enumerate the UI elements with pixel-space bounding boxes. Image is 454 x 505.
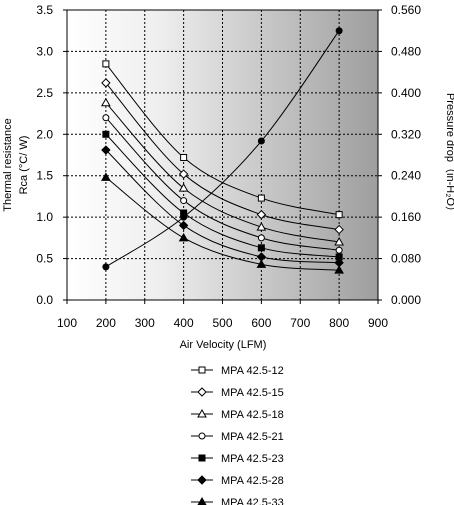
series-group bbox=[101, 97, 344, 246]
legend-item: MPA 42.5-33 bbox=[191, 496, 284, 505]
triangle-marker bbox=[256, 222, 267, 231]
triangle-marker bbox=[334, 265, 344, 274]
y-axis-left-title-line1: Thermal resistance bbox=[2, 118, 14, 212]
triangle-marker bbox=[197, 408, 207, 418]
series-line bbox=[105, 149, 340, 264]
circle-marker bbox=[257, 234, 265, 242]
series-line bbox=[105, 176, 340, 271]
y-axis-right-title: Pressure drop（in-H₂O） bbox=[444, 93, 454, 217]
y-right-tick-label: 0.240 bbox=[391, 169, 421, 183]
legend-label: MPA 42.5-12 bbox=[221, 365, 284, 377]
diamond-marker bbox=[334, 224, 344, 235]
square-marker bbox=[257, 194, 265, 202]
y-left-tick-label: 2.0 bbox=[36, 127, 53, 141]
legend-item: MPA 42.5-21 bbox=[191, 431, 284, 443]
legend-label: MPA 42.5-15 bbox=[221, 387, 284, 399]
circle-marker bbox=[102, 114, 110, 122]
series-group bbox=[102, 114, 343, 254]
diamond-marker bbox=[197, 475, 207, 485]
square-marker bbox=[180, 153, 188, 161]
y-right-tick-label: 0.400 bbox=[391, 86, 421, 100]
series-line bbox=[105, 102, 340, 243]
triangle-marker bbox=[256, 259, 267, 268]
square-marker bbox=[257, 244, 265, 252]
x-tick-label: 500 bbox=[212, 316, 232, 330]
y-right-tick-label: 0.560 bbox=[391, 3, 421, 17]
circle-marker bbox=[180, 213, 188, 221]
legend-label: MPA 42.5-18 bbox=[221, 409, 284, 421]
x-tick-label: 800 bbox=[329, 316, 349, 330]
series-line bbox=[105, 30, 340, 268]
diamond-marker bbox=[101, 145, 111, 155]
circle-marker bbox=[180, 197, 188, 205]
legend: MPA 42.5-12 MPA 42.5-15 MPA 42.5-18 MPA 42.… bbox=[191, 365, 284, 505]
legend-item: MPA 42.5-23 bbox=[191, 453, 284, 465]
diamond-marker bbox=[101, 78, 111, 88]
legend-label: MPA 42.5-33 bbox=[221, 497, 284, 505]
triangle-marker bbox=[178, 232, 189, 242]
legend-item: MPA 42.5-12 bbox=[191, 365, 284, 377]
circle-marker bbox=[335, 246, 343, 254]
y-right-tick-label: 0.480 bbox=[391, 44, 421, 58]
legend-label: MPA 42.5-23 bbox=[221, 453, 284, 465]
y-right-tick-label: 0.080 bbox=[391, 252, 421, 266]
series-group bbox=[102, 60, 343, 219]
y-right-tick-label: 0.160 bbox=[391, 210, 421, 224]
legend-item: MPA 42.5-15 bbox=[191, 387, 284, 399]
y-left-tick-label: 2.5 bbox=[36, 86, 53, 100]
circle-marker bbox=[335, 27, 343, 35]
diamond-marker bbox=[178, 220, 189, 231]
x-tick-label: 700 bbox=[290, 316, 310, 330]
y-left-tick-label: 3.0 bbox=[36, 44, 53, 58]
triangle-marker bbox=[101, 97, 111, 107]
legend-item: MPA 42.5-18 bbox=[191, 408, 284, 421]
circle-marker bbox=[257, 137, 265, 145]
legend-label: MPA 42.5-21 bbox=[221, 431, 284, 443]
x-tick-label: 600 bbox=[251, 316, 271, 330]
x-tick-label: 100 bbox=[57, 316, 77, 330]
y-left-tick-label: 3.5 bbox=[36, 3, 53, 17]
diamond-marker bbox=[256, 209, 267, 220]
y-right-tick-label: 0.000 bbox=[391, 293, 421, 307]
series-group bbox=[102, 27, 343, 271]
series-group bbox=[101, 172, 344, 274]
y-right-tick-label: 0.320 bbox=[391, 127, 421, 141]
x-tick-label: 900 bbox=[368, 316, 388, 330]
square-marker bbox=[335, 211, 343, 219]
square-marker bbox=[102, 130, 110, 138]
triangle-marker bbox=[334, 236, 344, 246]
x-axis-title: Air Velocity (LFM) bbox=[180, 339, 267, 351]
series-line bbox=[105, 82, 340, 231]
y-axis-left-title-line2: Rca (°C/ W) bbox=[18, 136, 30, 195]
triangle-marker bbox=[178, 183, 189, 192]
diamond-marker bbox=[178, 169, 189, 179]
triangle-marker bbox=[101, 172, 111, 181]
circle-marker bbox=[198, 432, 206, 440]
diamond-marker bbox=[197, 387, 207, 397]
series-layer bbox=[101, 27, 344, 274]
series-line bbox=[105, 63, 340, 216]
x-tick-label: 300 bbox=[135, 316, 155, 330]
series-line bbox=[105, 133, 340, 258]
triangle-marker bbox=[197, 496, 207, 505]
y-left-tick-label: 0.0 bbox=[36, 293, 53, 307]
circle-marker bbox=[102, 263, 110, 271]
y-left-tick-label: 0.5 bbox=[36, 252, 53, 266]
square-marker bbox=[198, 366, 206, 374]
x-tick-label: 200 bbox=[96, 316, 116, 330]
square-marker bbox=[198, 454, 206, 462]
x-tick-label: 400 bbox=[174, 316, 194, 330]
series-line bbox=[105, 117, 340, 251]
y-left-tick-label: 1.5 bbox=[36, 169, 53, 183]
legend-label: MPA 42.5-28 bbox=[221, 475, 284, 487]
series-group bbox=[101, 78, 344, 235]
y-left-tick-label: 1.0 bbox=[36, 210, 53, 224]
square-marker bbox=[102, 60, 110, 68]
axes: 100 200 300 400 500 600 700 800 900 0.0 0.5 1.0 1.5 2… bbox=[36, 3, 421, 330]
legend-item: MPA 42.5-28 bbox=[191, 475, 284, 487]
series-group bbox=[101, 145, 344, 268]
